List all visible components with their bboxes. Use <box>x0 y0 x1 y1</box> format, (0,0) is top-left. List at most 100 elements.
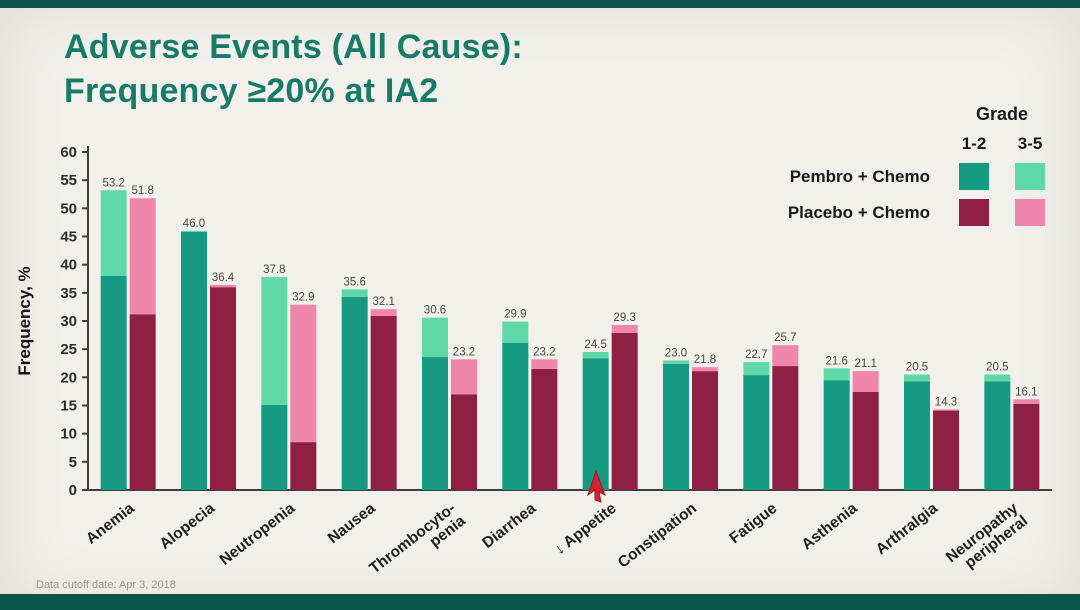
placebo-grade-3-5-bar <box>772 345 799 367</box>
placebo-grade-3-5-bar <box>451 359 477 395</box>
pembro-grade-3-5-bar <box>823 368 850 381</box>
pembro-value-label: 20.5 <box>906 362 928 374</box>
y-tick-label: 35 <box>60 285 77 302</box>
x-category-label: Neutropenia <box>217 500 299 569</box>
pembro-grade-3-5-bar <box>341 289 368 297</box>
y-tick-label: 55 <box>60 172 77 189</box>
y-tick-label: 50 <box>60 200 77 217</box>
placebo-grade-3-5-bar <box>611 324 638 333</box>
legend-grade-heading: Grade <box>975 104 1029 124</box>
placebo-grade-3-5-bar <box>210 284 236 288</box>
placebo-grade-3-5-swatch <box>1015 199 1045 226</box>
pembro-grade-1-2-bar <box>823 380 850 490</box>
chart-legend: Grade 1-2 3-5 Pembro + Chemo Placebo + C… <box>788 104 1058 226</box>
placebo-grade-1-2-bar <box>531 368 558 490</box>
pembro-grade-3-5-swatch <box>1015 163 1045 190</box>
pembro-grade-1-2-bar <box>502 342 529 490</box>
y-tick-label: 5 <box>69 454 77 471</box>
pembro-grade-1-2-bar <box>904 381 930 490</box>
y-tick-label: 0 <box>69 482 77 499</box>
slide-top-border <box>0 0 1080 8</box>
placebo-value-label: 32.9 <box>292 292 314 304</box>
placebo-value-label: 14.3 <box>935 396 957 408</box>
placebo-grade-1-2-bar <box>290 442 317 490</box>
pembro-grade-1-2-bar <box>743 375 770 490</box>
pembro-grade-3-5-bar <box>743 362 770 376</box>
pembro-grade-1-2-bar <box>422 357 448 490</box>
x-category-label: Neuropathyperipheral <box>943 500 1031 579</box>
y-tick-label: 15 <box>60 398 77 415</box>
pembro-grade-3-5-bar <box>663 360 689 364</box>
page-title: Adverse Events (All Cause): Frequency ≥2… <box>64 26 523 113</box>
placebo-value-label: 29.3 <box>613 312 635 324</box>
title-line-2: Frequency ≥20% at IA2 <box>64 71 439 110</box>
y-tick-label: 40 <box>60 257 77 274</box>
pembro-grade-3-5-bar <box>422 317 448 358</box>
x-category-label: Anemia <box>83 500 138 548</box>
y-tick-label: 30 <box>60 313 77 330</box>
placebo-grade-1-2-bar <box>129 314 156 490</box>
placebo-value-label: 51.8 <box>131 185 153 197</box>
pembro-grade-1-2-bar <box>984 381 1011 490</box>
placebo-value-label: 16.1 <box>1015 386 1037 398</box>
x-category-label: Alopecia <box>157 500 219 553</box>
pembro-grade-1-2-bar <box>663 363 689 490</box>
placebo-value-label: 23.2 <box>453 346 475 358</box>
title-line-1: Adverse Events (All Cause): <box>64 28 523 66</box>
x-category-label: Arthralgia <box>873 500 941 559</box>
placebo-grade-3-5-bar <box>370 309 397 316</box>
placebo-grade-3-5-bar <box>692 367 718 372</box>
pembro-grade-1-2-bar <box>341 296 368 490</box>
pembro-value-label: 35.6 <box>343 276 365 288</box>
placebo-value-label: 32.1 <box>372 296 394 308</box>
placebo-grade-3-5-bar <box>1013 399 1040 404</box>
y-tick-label: 60 <box>60 144 77 161</box>
pembro-value-label: 24.5 <box>584 339 606 351</box>
pembro-value-label: 21.6 <box>825 355 847 367</box>
placebo-grade-3-5-bar <box>129 198 156 315</box>
placebo-grade-3-5-bar <box>933 409 959 411</box>
pembro-value-label: 46.0 <box>183 218 205 230</box>
y-tick-label: 25 <box>60 341 77 358</box>
placebo-grade-1-2-bar <box>210 287 236 490</box>
placebo-grade-1-2-bar <box>1013 403 1040 490</box>
red-arrow-cursor <box>587 469 606 503</box>
y-axis-title: Frequency, % <box>15 266 34 375</box>
placebo-value-label: 36.4 <box>212 272 235 284</box>
slide-bottom-border <box>0 594 1080 610</box>
x-category-label: ↓ Appetite <box>551 500 620 559</box>
pembro-value-label: 22.7 <box>745 349 767 361</box>
placebo-grade-3-5-bar <box>852 371 879 392</box>
pembro-grade-1-2-bar <box>582 358 609 490</box>
y-tick-label: 45 <box>60 229 77 246</box>
placebo-grade-1-2-bar <box>611 332 638 490</box>
pembro-grade-3-5-bar <box>502 321 529 343</box>
pembro-grade-1-2-bar <box>181 231 207 490</box>
pembro-value-label: 53.2 <box>102 177 124 189</box>
legend-column-grade-1-2: 1-2 <box>961 134 987 153</box>
pembro-value-label: 20.5 <box>986 362 1008 374</box>
x-category-label: Fatigue <box>726 500 780 548</box>
pembro-value-label: 30.6 <box>424 305 446 317</box>
placebo-grade-1-2-bar <box>370 315 397 490</box>
placebo-value-label: 21.8 <box>694 354 716 366</box>
y-tick-label: 20 <box>60 369 77 386</box>
placebo-grade-1-2-bar <box>772 366 799 490</box>
pembro-grade-3-5-bar <box>100 190 127 276</box>
placebo-grade-3-5-bar <box>290 304 317 443</box>
pembro-grade-3-5-bar <box>582 351 609 359</box>
data-cutoff-note: Data cutoff date: Apr 3, 2018 <box>36 579 176 591</box>
pembro-grade-1-2-bar <box>261 404 288 490</box>
pembro-value-label: 37.8 <box>263 264 285 276</box>
x-category-label: Constipation <box>615 500 700 572</box>
x-category-label: Asthenia <box>799 500 861 554</box>
placebo-grade-1-2-bar <box>692 371 718 490</box>
placebo-value-label: 23.2 <box>533 346 555 358</box>
placebo-grade-1-2-bar <box>852 391 879 490</box>
pembro-value-label: 23.0 <box>665 347 687 359</box>
pembro-grade-3-5-bar <box>261 277 288 405</box>
x-category-label: Nausea <box>325 500 379 548</box>
pembro-grade-3-5-bar <box>904 374 930 382</box>
